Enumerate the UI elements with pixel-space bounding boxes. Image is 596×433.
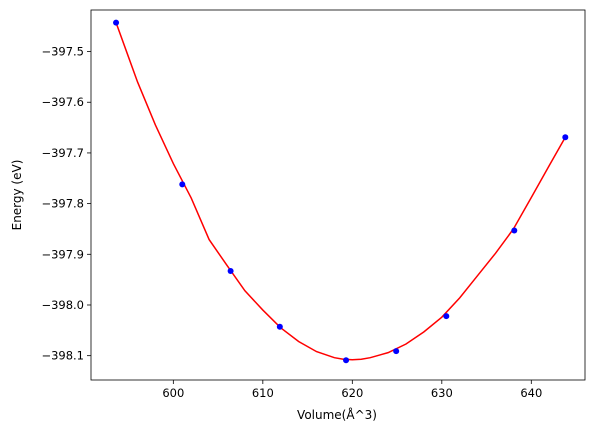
y-tick-label: −397.5: [41, 45, 84, 59]
y-tick-label: −397.9: [41, 247, 84, 261]
data-point: [393, 348, 400, 355]
data-point: [276, 323, 283, 330]
y-tick-label: −397.7: [41, 146, 84, 160]
x-tick-label: 640: [520, 386, 542, 400]
x-tick-label: 610: [252, 386, 274, 400]
y-tick-label: −397.8: [41, 197, 84, 211]
y-axis-ticks: −397.5 −397.6 −397.7 −397.8 −397.9 −398.0 −398…: [41, 45, 91, 363]
plot-area: [90, 9, 586, 381]
x-axis-ticks: 600 610 620 630 640: [162, 380, 542, 400]
x-axis-label: Volume(Å^3): [297, 407, 377, 422]
data-point: [562, 134, 569, 141]
plot-frame: [90, 9, 586, 381]
data-point: [343, 357, 350, 364]
data-point: [227, 268, 234, 275]
y-axis-label: Energy (eV): [10, 160, 24, 231]
y-tick-label: −397.6: [41, 95, 84, 109]
fit-curve-line: [115, 22, 566, 361]
x-tick-label: 600: [162, 386, 184, 400]
y-tick-label: −398.1: [41, 349, 84, 363]
data-point: [511, 227, 518, 234]
x-tick-label: 620: [341, 386, 363, 400]
x-tick-label: 630: [431, 386, 453, 400]
data-point: [179, 181, 186, 188]
data-point: [443, 313, 450, 320]
y-tick-label: −398.0: [41, 298, 84, 312]
data-point: [113, 19, 120, 26]
